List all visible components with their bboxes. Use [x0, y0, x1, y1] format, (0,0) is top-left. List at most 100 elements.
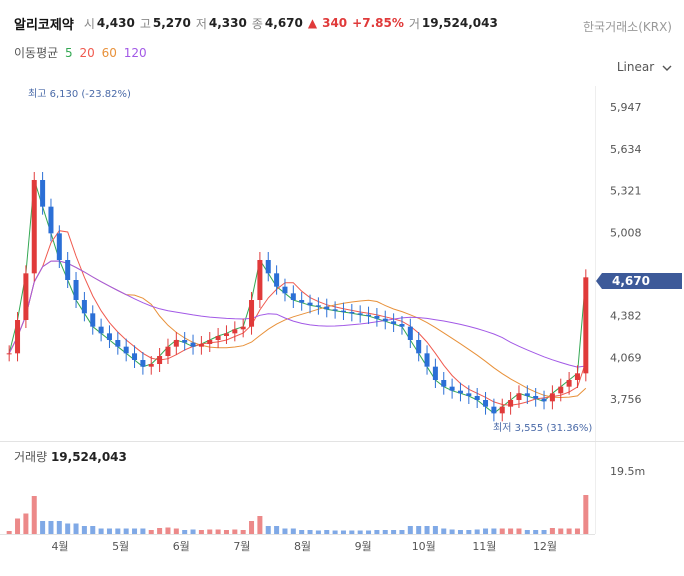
volume-bar: [182, 530, 188, 534]
scale-label: Linear: [616, 60, 655, 74]
volume-bar: [249, 521, 255, 534]
volume-bar: [483, 528, 489, 534]
candle-body: [574, 373, 580, 380]
candle-body: [6, 353, 12, 355]
candle-body: [516, 393, 522, 400]
low-label: 저: [195, 16, 207, 31]
candle-body: [533, 396, 539, 399]
ma120-label[interactable]: 120: [123, 46, 147, 60]
volume-bar: [474, 529, 480, 534]
candle-body: [332, 309, 338, 311]
x-tick-label: 8월: [294, 540, 311, 553]
candle-body: [282, 286, 288, 294]
scale-select[interactable]: Linear: [617, 60, 672, 74]
close-label: 종: [251, 16, 263, 31]
close-value: 4,670: [264, 16, 303, 30]
volume-bar: [315, 530, 321, 534]
volume-bar: [508, 528, 514, 534]
x-tick-label: 12월: [533, 540, 557, 553]
volume-bar: [299, 530, 305, 534]
volume-bar: [6, 531, 12, 534]
exchange-name: 한국거래소(KRX): [583, 20, 672, 34]
volume-bar: [549, 528, 555, 534]
volume-bar: [541, 530, 547, 534]
volume-bar: [332, 530, 338, 534]
volume-bar: [391, 530, 397, 534]
y-tick-label: 5,321: [610, 185, 642, 198]
current-price-label: 4,670: [612, 274, 650, 288]
candle-body: [357, 313, 363, 315]
candle-body: [366, 314, 372, 316]
candle-body: [173, 340, 179, 347]
chevron-down-icon: [662, 65, 672, 71]
volume-bar: [148, 530, 154, 534]
ma60-label[interactable]: 60: [101, 46, 117, 60]
volume-bar: [15, 518, 21, 534]
candle-body: [449, 386, 455, 391]
candle-body: [524, 393, 530, 396]
candle-body: [223, 333, 229, 336]
candle-body: [73, 280, 79, 300]
volume-bar: [382, 530, 388, 534]
ma5-label[interactable]: 5: [65, 46, 73, 60]
volume-label: 거: [408, 16, 420, 31]
volume-bar: [173, 528, 179, 534]
candle-body: [274, 273, 280, 287]
ma20-line: [8, 230, 587, 406]
candle-body: [48, 206, 54, 234]
candle-body: [56, 233, 62, 260]
volume-bar: [340, 530, 346, 534]
volume-bar: [274, 526, 280, 534]
volume-bar: [282, 528, 288, 534]
volume-bar: [566, 528, 572, 534]
volume-bar: [232, 529, 238, 534]
candle-body: [15, 320, 21, 354]
volume-bar: [73, 523, 79, 534]
volume-bar: [207, 529, 213, 534]
candle-body: [315, 305, 321, 307]
candle-body: [232, 329, 238, 334]
volume-bar: [533, 530, 539, 534]
ma20-label[interactable]: 20: [79, 46, 95, 60]
volume-bar: [432, 526, 438, 534]
x-tick-label: 10월: [412, 540, 436, 553]
change-value: 340: [322, 16, 348, 30]
volume-bar: [115, 528, 121, 534]
candle-body: [106, 333, 112, 340]
change-percent: +7.85%: [352, 16, 404, 30]
candle-body: [140, 360, 146, 367]
candle-body: [399, 324, 405, 327]
ma-legend-label: 이동평균: [14, 46, 59, 60]
candle-body: [123, 346, 129, 354]
volume-bar: [307, 530, 313, 534]
candle-body: [324, 306, 330, 310]
y-tick-label: 5,008: [610, 226, 642, 239]
change-triangle-icon: ▲: [307, 16, 318, 30]
stock-name: 알리코제약: [14, 17, 74, 33]
candle-body: [307, 302, 313, 306]
volume-bar: [198, 530, 204, 534]
high-value: 5,270: [152, 16, 191, 30]
volume-bar: [524, 530, 530, 534]
volume-bar: [290, 528, 296, 534]
candle-body: [407, 326, 413, 340]
volume-bar: [407, 526, 413, 534]
volume-bar: [357, 530, 363, 534]
volume-bar: [399, 530, 405, 534]
volume-bar: [106, 528, 112, 534]
x-tick-label: 4월: [51, 540, 68, 553]
candle-body: [566, 380, 572, 387]
x-tick-label: 11월: [472, 540, 496, 553]
candle-body: [583, 277, 589, 374]
volume-bar: [583, 495, 589, 534]
candle-body: [190, 342, 196, 347]
y-tick-label: 5,634: [610, 143, 642, 156]
volume-bar: [374, 530, 380, 534]
volume-title-value: 19,524,043: [50, 450, 127, 464]
current-price-tag: 4,670: [596, 273, 682, 289]
candle-body: [157, 356, 163, 364]
candle-body: [31, 180, 37, 274]
candle-body: [257, 260, 263, 300]
y-tick-label: 4,382: [610, 310, 642, 323]
